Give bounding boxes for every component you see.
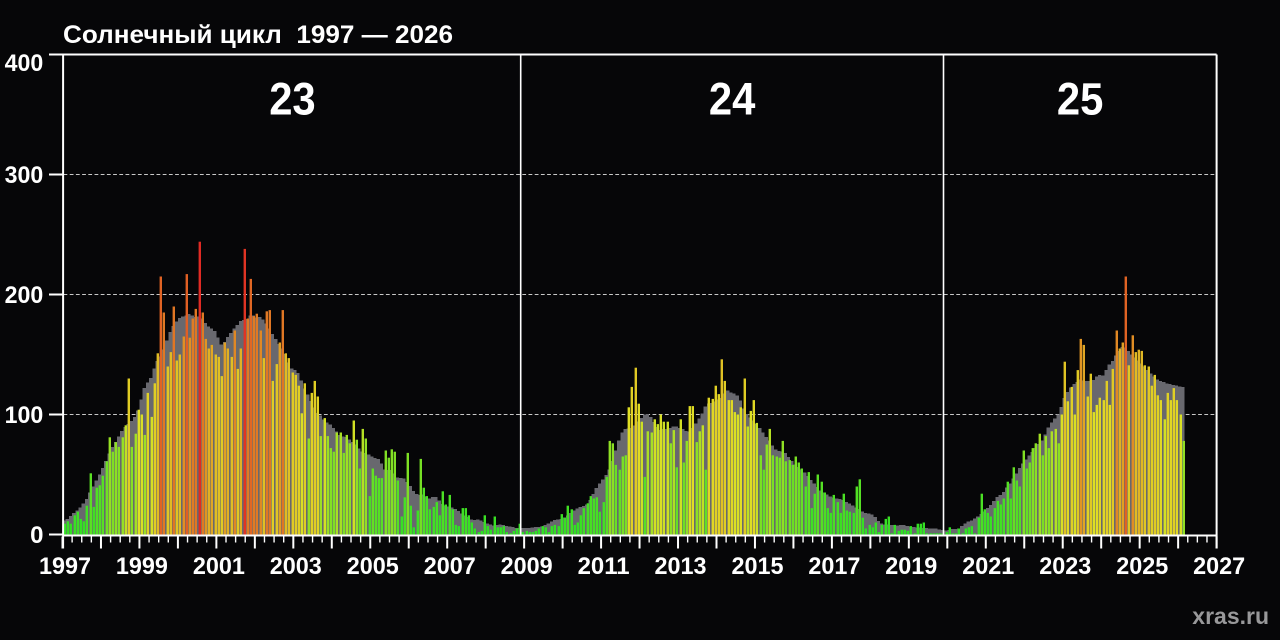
svg-text:200: 200 <box>5 282 44 309</box>
svg-text:2021: 2021 <box>962 553 1014 580</box>
svg-text:300: 300 <box>5 162 44 189</box>
svg-text:2027: 2027 <box>1193 553 1245 580</box>
svg-text:24: 24 <box>709 74 756 125</box>
svg-text:2019: 2019 <box>885 553 937 580</box>
svg-text:0: 0 <box>30 522 43 549</box>
svg-text:100: 100 <box>5 402 44 429</box>
svg-text:2013: 2013 <box>655 553 707 580</box>
svg-text:2015: 2015 <box>732 553 784 580</box>
svg-text:2009: 2009 <box>501 553 553 580</box>
svg-text:Солнечный цикл 1997 — 2026: Солнечный цикл 1997 — 2026 <box>63 21 453 49</box>
svg-text:1997: 1997 <box>39 553 91 580</box>
svg-text:2003: 2003 <box>270 553 322 580</box>
svg-text:2025: 2025 <box>1116 553 1168 580</box>
svg-text:2011: 2011 <box>578 553 630 580</box>
svg-text:2007: 2007 <box>424 553 476 580</box>
svg-text:400: 400 <box>5 50 44 77</box>
svg-text:1999: 1999 <box>116 553 168 580</box>
svg-text:2005: 2005 <box>347 553 399 580</box>
svg-text:2001: 2001 <box>193 553 245 580</box>
svg-text:25: 25 <box>1057 74 1104 125</box>
svg-text:2023: 2023 <box>1039 553 1091 580</box>
svg-text:23: 23 <box>269 74 316 125</box>
svg-text:2017: 2017 <box>808 553 860 580</box>
svg-text:xras.ru: xras.ru <box>1192 603 1269 629</box>
